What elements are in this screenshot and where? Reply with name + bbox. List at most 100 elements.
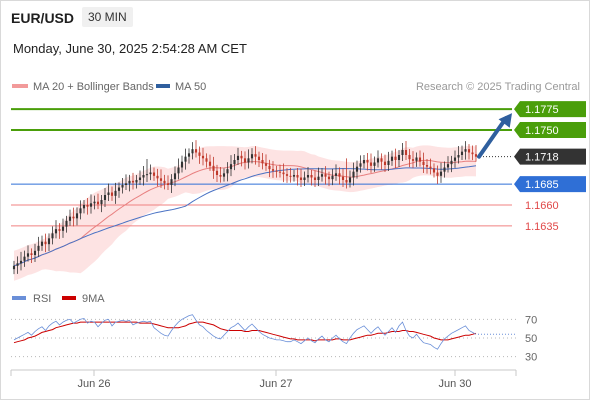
candle-body	[180, 161, 184, 168]
candle-body	[47, 238, 51, 245]
candle-body	[65, 220, 68, 227]
candle-body	[310, 175, 313, 178]
candle-body	[145, 174, 149, 176]
rsi-tick-label-30: 30	[525, 352, 537, 364]
candle-body	[128, 180, 131, 184]
rsi-tick-label-50: 50	[525, 333, 537, 345]
candle-body	[194, 149, 198, 153]
candle-body	[44, 241, 47, 245]
rsi-legend-label: RSI	[33, 293, 51, 305]
candle-body	[303, 177, 306, 180]
candle-body	[212, 165, 215, 171]
candle-body	[313, 177, 317, 180]
candle-body	[229, 164, 233, 170]
candle-body	[387, 160, 390, 165]
candle-body	[156, 175, 159, 179]
candle-body	[320, 174, 324, 177]
rsi-grid-layer: 70 50 30	[11, 314, 537, 364]
candle-body	[124, 183, 128, 185]
candle-body	[37, 245, 40, 251]
rsi-tick-label-70: 70	[525, 314, 537, 326]
ma50-legend-label: MA 50	[175, 81, 206, 93]
level-tag-resistance-0	[514, 101, 586, 118]
ma50-legend-swatch	[156, 84, 170, 88]
candle-body	[436, 172, 439, 176]
candle-body	[380, 158, 383, 162]
candle-body	[446, 164, 450, 168]
candle-body	[331, 175, 334, 180]
candle-body	[282, 172, 285, 175]
candle-body	[159, 178, 163, 181]
candle-body	[12, 265, 16, 270]
candle-body	[366, 160, 369, 163]
candle-body	[369, 162, 373, 166]
candle-body	[317, 176, 320, 180]
credit-label: Research © 2025 Trading Central	[416, 81, 580, 93]
candle-body	[247, 158, 250, 163]
candle-body	[61, 226, 65, 231]
candle-body	[422, 161, 425, 165]
candle-body	[327, 176, 331, 180]
candle-body	[187, 153, 191, 157]
candle-body	[443, 167, 446, 172]
candle-body	[292, 175, 296, 177]
rsi-ma-legend-swatch	[62, 296, 76, 300]
candle-body	[348, 177, 352, 183]
candle-body	[471, 152, 474, 155]
candle-body	[89, 203, 93, 207]
candle-body	[198, 152, 201, 156]
candle-body	[460, 151, 464, 155]
candles-layer	[12, 140, 478, 275]
candle-body	[100, 200, 103, 205]
candle-body	[240, 155, 243, 159]
level-label-resistance-0: 1.1775	[525, 104, 559, 116]
candle-body	[264, 163, 268, 166]
candle-body	[338, 173, 341, 177]
datetime-label: Monday, June 30, 2025 2:54:28 AM CET	[13, 41, 247, 56]
candle-body	[79, 208, 82, 214]
candle-body	[222, 173, 226, 177]
level-tag-current-2	[514, 148, 586, 165]
candle-body	[425, 165, 429, 167]
candle-body	[450, 160, 453, 165]
candle-body	[114, 190, 117, 196]
candle-body	[166, 183, 170, 185]
candle-body	[96, 201, 100, 205]
candle-body	[149, 172, 152, 175]
candle-body	[68, 216, 72, 221]
candle-body	[404, 150, 408, 155]
candle-body	[191, 149, 194, 154]
candle-body	[152, 172, 156, 176]
candle-body	[352, 171, 355, 178]
rsi-ma-legend-label: 9MA	[82, 293, 105, 305]
candle-body	[306, 175, 310, 178]
candle-body	[93, 201, 96, 204]
x-tick-label-2: Jun 30	[438, 378, 471, 390]
level-lines-layer	[11, 108, 512, 227]
candle-body	[250, 154, 254, 159]
candle-body	[30, 253, 33, 255]
candle-body	[58, 229, 61, 231]
candle-body	[296, 175, 299, 178]
candle-body	[208, 161, 212, 166]
candle-body	[289, 175, 292, 177]
candle-body	[345, 180, 348, 183]
candle-body	[86, 205, 89, 207]
timeframe-badge[interactable]: 30 MIN	[82, 7, 133, 27]
candle-body	[184, 156, 187, 162]
candle-body	[40, 241, 44, 246]
candle-body	[19, 260, 23, 264]
ma20-legend-swatch	[12, 84, 28, 88]
candle-body	[439, 171, 443, 176]
candle-body	[117, 187, 121, 191]
candle-body	[177, 167, 180, 174]
candle-body	[135, 180, 138, 183]
candle-body	[394, 156, 397, 160]
candle-body	[201, 155, 205, 159]
candle-body	[415, 157, 418, 161]
candle-body	[411, 159, 415, 161]
candle-body	[401, 150, 404, 155]
level-label-support-4: 1.1660	[525, 200, 559, 212]
candle-body	[397, 155, 401, 160]
